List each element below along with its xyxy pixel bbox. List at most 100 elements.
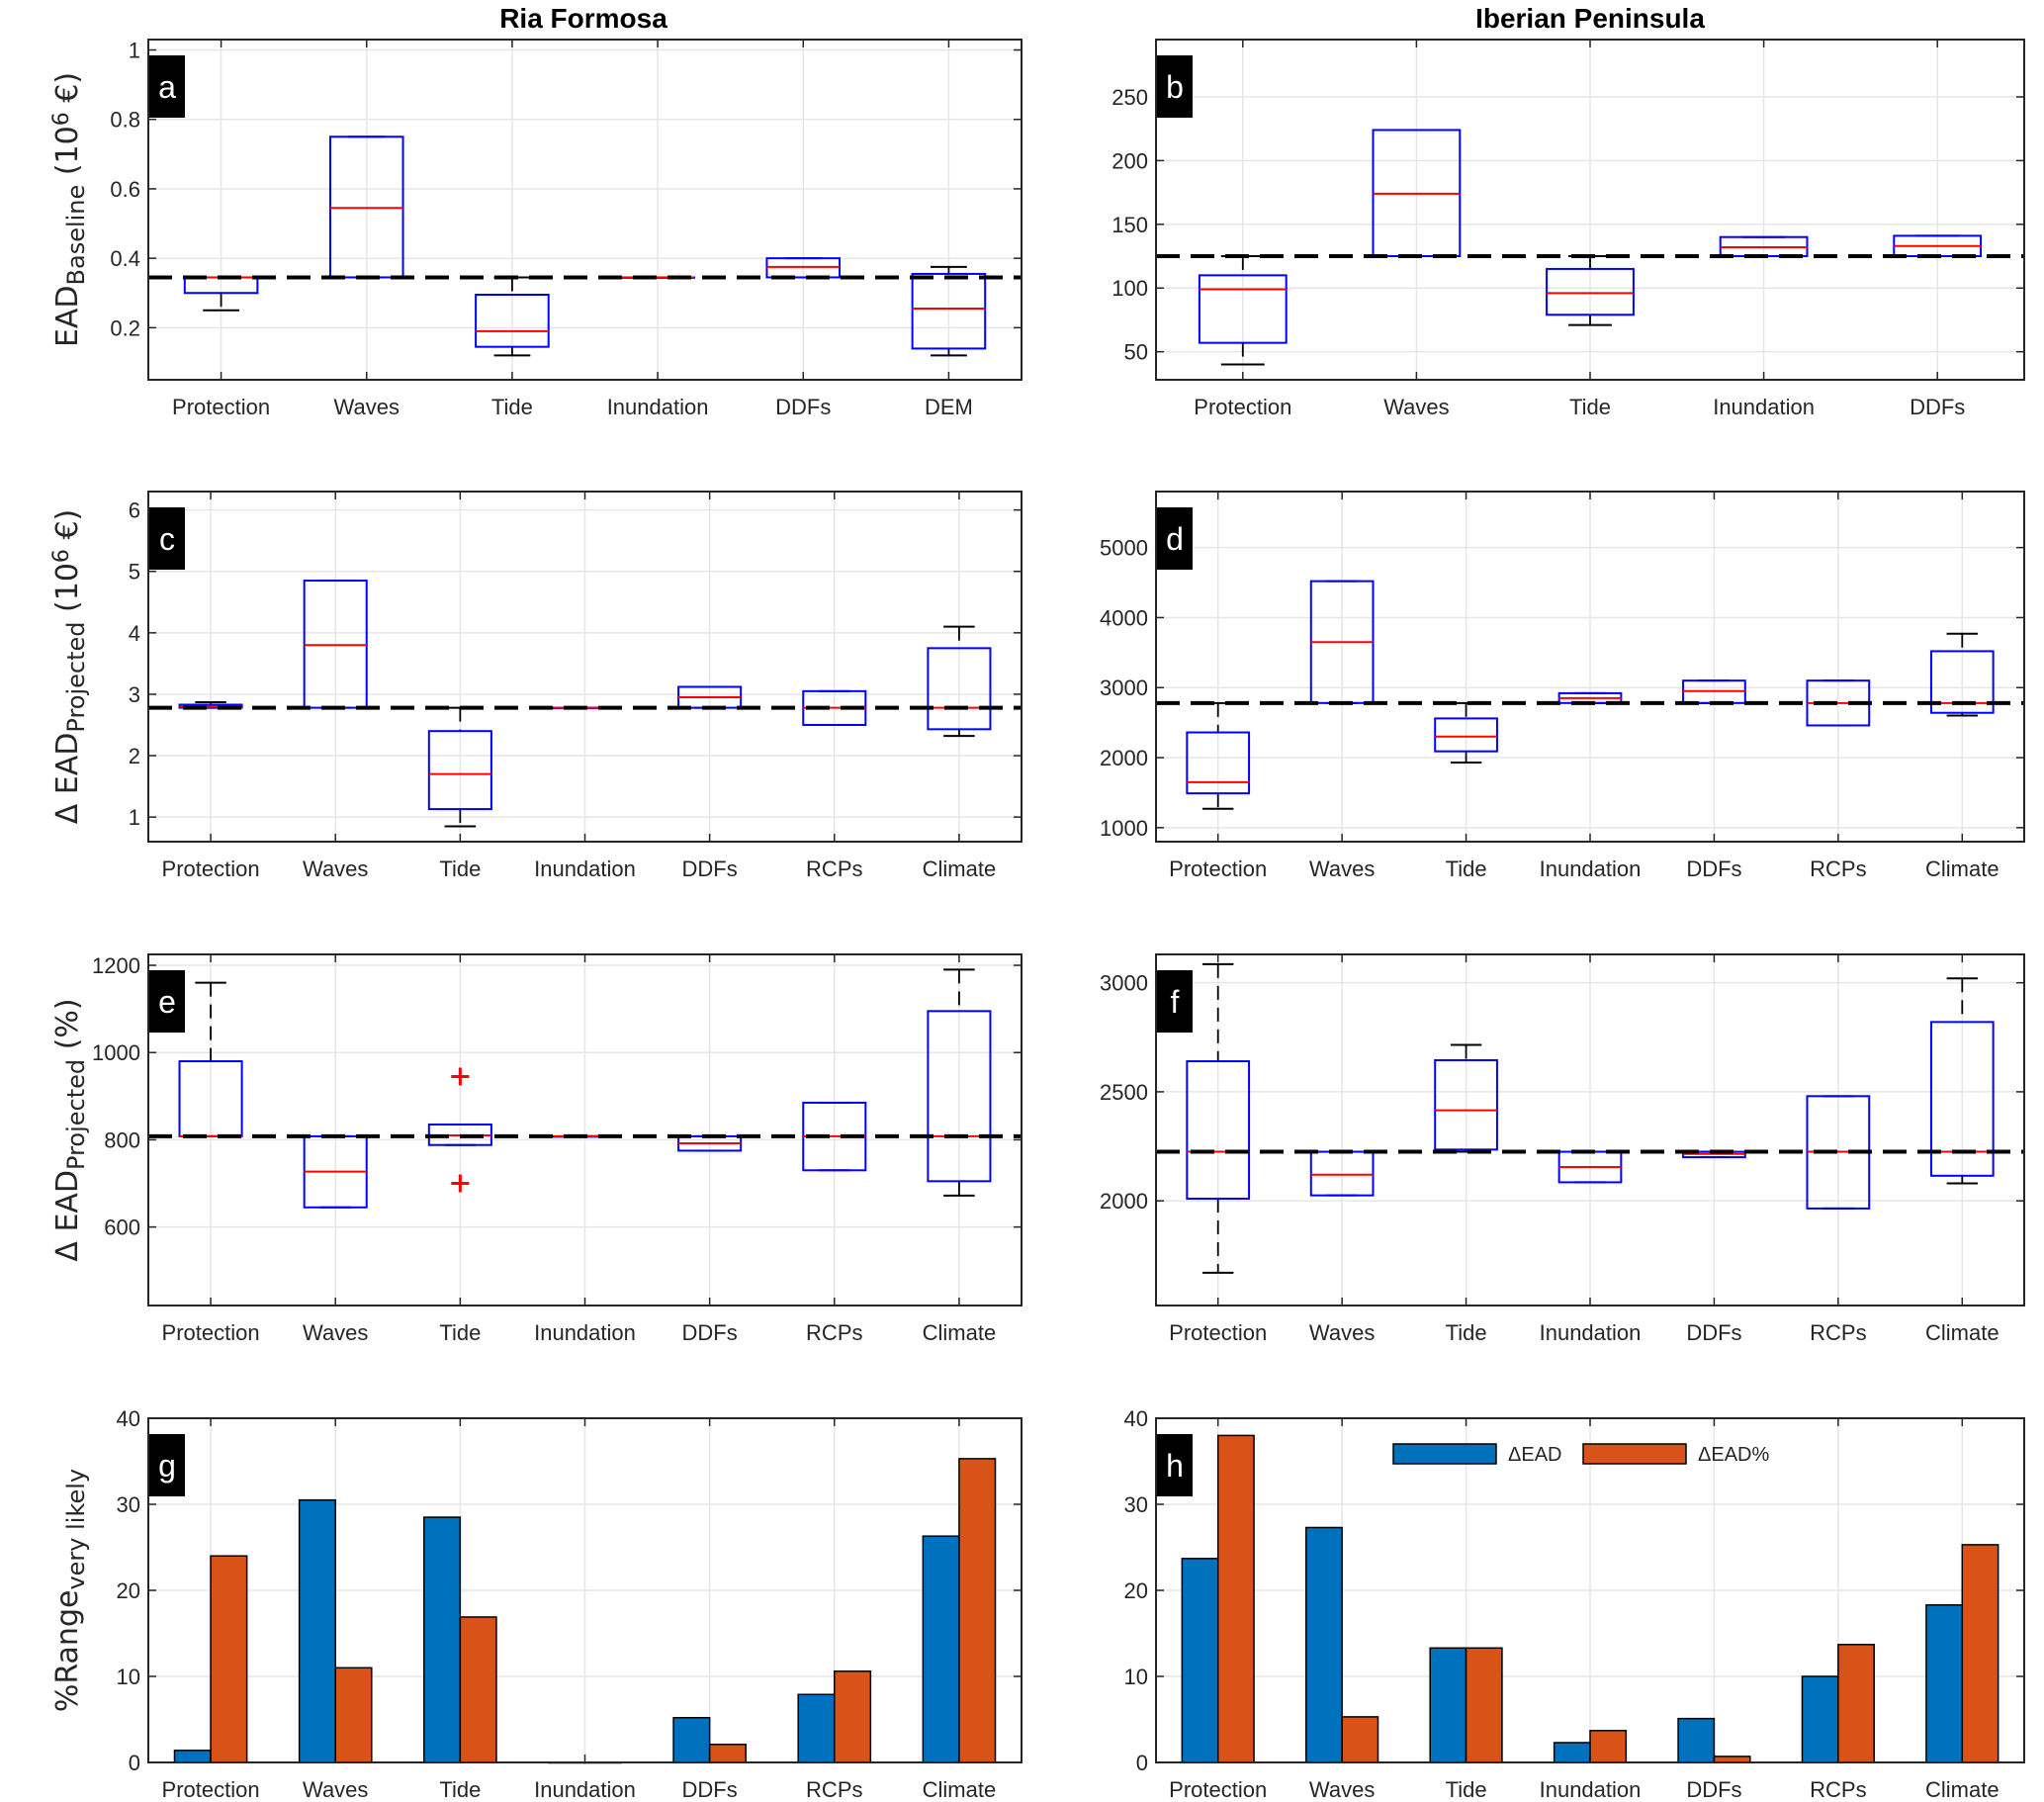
box-iqr [1186,731,1251,795]
bar-dead-percent [1465,1647,1503,1763]
box-iqr [927,1010,992,1183]
legend: ΔEAD ΔEAD% [1392,1443,1769,1466]
bar-dead [298,1498,336,1763]
bar-dead-percent [459,1616,497,1763]
x-tick-label: RCPs [1810,1320,1866,1345]
y-axis-label-part: Δ EAD [50,733,85,825]
axes-frame [1155,39,2025,381]
x-tick-label: Tide [439,856,481,881]
x-tick-label: Protection [162,1320,260,1345]
bar-dead [1181,1558,1219,1763]
y-axis-label: %Rangevery likely [50,1469,90,1712]
bar-dead-percent [210,1555,248,1763]
bar-dead-percent [1216,1434,1255,1763]
x-tick-label: Protection [1169,1320,1267,1345]
panel-h: 0 10 20 30 40 Protection Waves Tide Inundation DD… [1124,1406,2025,1802]
panel-letter: a [158,69,176,105]
y-axis-label: Δ EADProjected (%) [50,998,90,1261]
y-axis-label-part: Δ EAD [50,1170,85,1262]
x-tick-label: Protection [162,1777,260,1802]
x-tick-label: DDFs [1686,856,1741,881]
y-axis-label-part: EAD [50,285,85,347]
outlier-marker [451,1174,470,1193]
x-tick-label: Climate [1925,1777,2000,1802]
x-tick-label: Tide [1569,395,1611,419]
box-iqr [1434,1058,1498,1151]
box-iqr [1434,717,1498,753]
bar-dead [1801,1675,1839,1763]
y-tick-label: 0 [1136,1751,1148,1775]
y-axis-label-part: (10 [50,563,85,621]
y-tick-label: 200 [1111,148,1148,173]
y-tick-label: 1200 [92,953,140,978]
x-tick-label: Protection [1169,1777,1267,1802]
y-tick-label: 3 [129,682,140,707]
y-axis-label-part: very likely [62,1469,90,1590]
y-axis-label-part: (10 [50,126,85,184]
y-axis-label-part: Projected [62,621,90,732]
legend-label: ΔEAD% [1698,1444,1769,1466]
panel-letter-box [1157,55,1193,118]
x-tick-label: Waves [1309,1777,1375,1802]
y-axis-label-part: €) [50,72,85,112]
y-tick-label: 50 [1124,340,1148,365]
x-tick-label: Inundation [1540,1320,1642,1345]
y-tick-label: 800 [104,1127,140,1152]
y-tick-label: 30 [1124,1492,1148,1517]
x-tick-label: RCPs [806,1320,862,1345]
x-tick-label: Waves [303,1777,368,1802]
y-tick-label: 10 [1124,1665,1148,1689]
x-tick-label: RCPs [806,1777,862,1802]
x-tick-label: Inundation [1540,1777,1642,1802]
x-tick-label: DDFs [682,1777,738,1802]
y-axis-label-part: 6 [49,549,74,563]
y-axis-label-part: %Range [50,1590,85,1713]
panel-letter-box [149,970,185,1033]
y-axis-label: Δ EADProjected (106 €) [49,509,90,825]
panel-b: 50 100 150 200 250 Protection Waves Tide Inundat… [1111,39,2025,419]
x-tick-label: Inundation [607,395,709,419]
box-tide [1434,701,1498,764]
y-tick-label: 10 [117,1665,140,1689]
x-tick-label: Inundation [534,1777,636,1802]
y-tick-label: 0.2 [110,315,140,340]
x-tick-label: Protection [172,395,270,419]
y-tick-label: 250 [1111,85,1148,110]
legend-label: ΔEAD [1508,1444,1561,1466]
y-tick-label: 0.6 [110,177,140,202]
x-tick-label: Protection [1194,395,1291,419]
panel-letter: d [1166,521,1184,557]
y-tick-label: 600 [104,1216,140,1240]
bar-dead [922,1535,960,1763]
x-tick-label: Tide [439,1777,481,1802]
panel-a: 0.2 0.4 0.6 0.8 1 Protection Waves Tide Inundati… [49,39,1022,419]
legend-swatch [1392,1443,1497,1465]
column-title-left: Ria Formosa [499,3,667,34]
y-tick-label: 2 [129,744,140,768]
y-tick-label: 1000 [92,1040,140,1065]
axes-frame [1155,953,2025,1306]
y-tick-label: 5 [129,560,140,585]
panel-letter-box [1157,970,1193,1033]
axes-frame [147,953,1022,1306]
bar-dead-percent [1341,1716,1379,1763]
axes-frame [147,491,1022,843]
panel-e: 600 800 1000 1200 Protection Waves Tide Inundat… [50,953,1022,1345]
legend-swatch [1582,1443,1687,1465]
panel-letter: f [1171,984,1180,1020]
x-tick-label: DDFs [682,856,738,881]
x-tick-label: Inundation [1713,395,1815,419]
y-axis-label-part: €) [50,509,85,549]
box-iqr [475,294,550,348]
bar-dead [672,1717,711,1763]
x-tick-label: Protection [1169,856,1267,881]
box-climate [927,625,992,738]
panel-c: 1 2 3 4 5 6 Protection Waves Tide Inundation DDFs R… [49,491,1022,881]
axes-background [148,40,1022,380]
panel-letter: c [159,521,175,557]
x-tick-label: RCPs [1810,1777,1866,1802]
x-tick-label: Climate [923,856,997,881]
x-tick-label: DDFs [1686,1777,1741,1802]
box-tide [1434,1043,1498,1153]
bar-dead-percent [958,1458,997,1763]
